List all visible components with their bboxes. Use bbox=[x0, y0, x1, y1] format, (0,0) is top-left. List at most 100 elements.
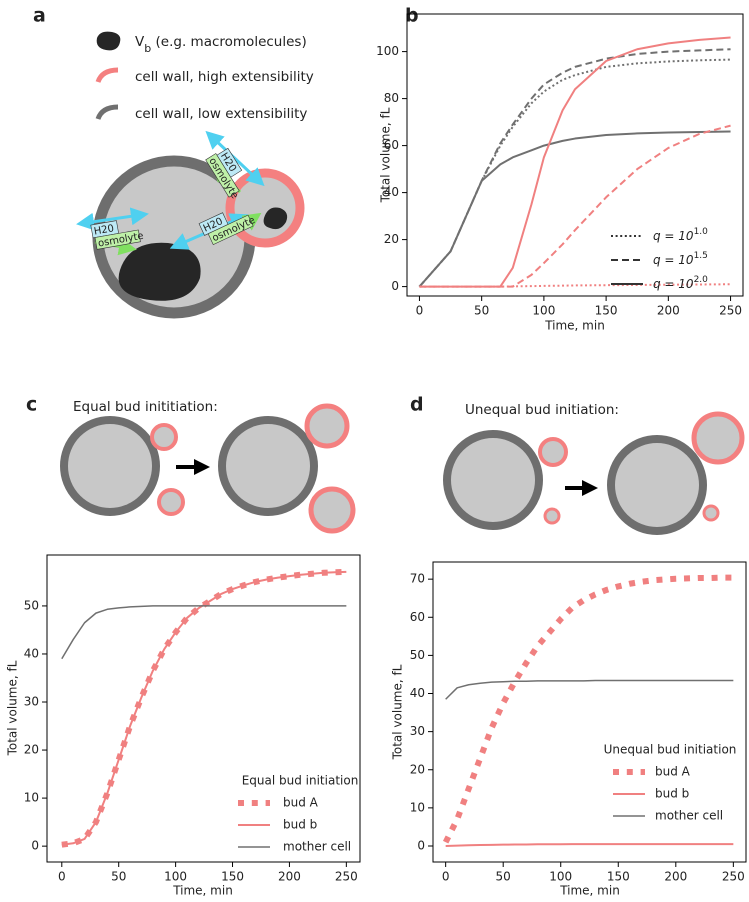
x-tick-label: 150 bbox=[221, 870, 244, 884]
water-arrow bbox=[76, 207, 149, 231]
legend-label: cell wall, high extensibility bbox=[135, 69, 314, 85]
legend-label: q = 101.0 bbox=[653, 227, 708, 243]
bud-cell bbox=[150, 423, 178, 451]
x-tick-label: 100 bbox=[532, 304, 555, 318]
y-tick-label: 40 bbox=[384, 185, 399, 199]
bud-cell bbox=[543, 507, 561, 525]
x-tick-label: 200 bbox=[278, 870, 301, 884]
y-tick-label: 20 bbox=[384, 232, 399, 246]
y-axis-label: Total volume, fL bbox=[6, 660, 20, 756]
y-tick-label: 30 bbox=[410, 724, 425, 738]
x-tick-label: 200 bbox=[664, 870, 687, 884]
legend-base: q = 10 bbox=[653, 229, 694, 243]
y-tick-label: 70 bbox=[410, 572, 425, 586]
data-line bbox=[61, 570, 347, 846]
legend-label: mother cell bbox=[283, 840, 351, 854]
legend-label: Vb (e.g. macromolecules) bbox=[135, 34, 307, 55]
legend-label: bud b bbox=[655, 787, 689, 801]
x-tick-label: 250 bbox=[335, 870, 358, 884]
bud-cell bbox=[702, 504, 720, 522]
bud-cell bbox=[538, 437, 568, 467]
data-line bbox=[442, 574, 734, 844]
y-tick-label: 10 bbox=[24, 791, 39, 805]
legend-label: mother cell bbox=[655, 809, 723, 823]
y-tick-label: 100 bbox=[376, 44, 399, 58]
y-tick-label: 60 bbox=[410, 610, 425, 624]
mother-cell bbox=[443, 430, 543, 530]
y-tick-label: 50 bbox=[410, 648, 425, 662]
x-axis-label: Time, min bbox=[172, 884, 233, 898]
plot-frame bbox=[432, 561, 747, 863]
y-tick-label: 0 bbox=[417, 838, 425, 852]
y-tick-label: 80 bbox=[384, 91, 399, 105]
macromolecules bbox=[263, 207, 288, 230]
caption: Equal bud inititiation: bbox=[73, 399, 218, 415]
mother-cell bbox=[218, 416, 318, 516]
panel-letter: b bbox=[405, 5, 419, 27]
y-tick-label: 10 bbox=[410, 800, 425, 814]
macromolecules bbox=[118, 242, 201, 301]
text: (e.g. macromolecules) bbox=[156, 34, 307, 50]
y-tick-label: 50 bbox=[24, 598, 39, 612]
y-tick-label: 0 bbox=[31, 839, 39, 853]
legend-title: Unequal bud initiation bbox=[604, 743, 737, 757]
legend-base: q = 10 bbox=[653, 253, 694, 267]
data-line bbox=[419, 124, 731, 288]
data-line bbox=[445, 843, 734, 847]
y-tick-label: 60 bbox=[384, 138, 399, 152]
x-tick-label: 100 bbox=[549, 870, 572, 884]
x-tick-label: 150 bbox=[607, 870, 630, 884]
bud-cell bbox=[157, 488, 185, 516]
x-tick-label: 0 bbox=[442, 870, 450, 884]
tag-box bbox=[94, 229, 141, 250]
bud-cell bbox=[225, 168, 305, 248]
x-tick-label: 0 bbox=[58, 870, 66, 884]
tag-box bbox=[205, 153, 240, 198]
water-arrow bbox=[205, 130, 265, 187]
plot-frame bbox=[46, 554, 361, 863]
subscript: b bbox=[144, 42, 151, 55]
water-label: H20 bbox=[93, 223, 115, 237]
legend-exponent: 1.5 bbox=[694, 251, 708, 261]
data-line bbox=[418, 130, 731, 288]
y-axis-label: Total volume, fL bbox=[379, 107, 393, 203]
y-tick-label: 20 bbox=[410, 762, 425, 776]
high-wall-icon bbox=[95, 67, 119, 83]
x-tick-label: 100 bbox=[164, 870, 187, 884]
legend-exponent: 2.0 bbox=[694, 275, 709, 285]
legend-label: q = 102.0 bbox=[653, 275, 708, 291]
y-axis-label: Total volume, fL bbox=[391, 664, 405, 760]
panel-letter: c bbox=[26, 394, 37, 416]
x-tick-label: 50 bbox=[111, 870, 126, 884]
tag-pair: H20 osmolyte bbox=[205, 147, 243, 201]
panel-letter: d bbox=[410, 394, 424, 416]
data-line bbox=[418, 58, 731, 288]
data-line bbox=[419, 36, 731, 288]
legend-base: q = 10 bbox=[653, 277, 694, 291]
legend-label: bud b bbox=[283, 818, 317, 832]
y-tick-label: 30 bbox=[24, 695, 39, 709]
mother-cell bbox=[607, 435, 707, 535]
legend-label: bud A bbox=[283, 796, 319, 810]
y-tick-label: 40 bbox=[24, 646, 39, 660]
panel-letter: a bbox=[33, 5, 46, 27]
x-axis-label: Time, min bbox=[544, 319, 605, 333]
macromolecule-icon bbox=[96, 31, 121, 51]
data-line bbox=[61, 605, 347, 660]
x-tick-label: 150 bbox=[595, 304, 618, 318]
y-tick-label: 0 bbox=[391, 279, 399, 293]
bud-cell bbox=[308, 486, 356, 534]
x-tick-label: 0 bbox=[416, 304, 424, 318]
x-tick-label: 200 bbox=[657, 304, 680, 318]
bud-cell bbox=[304, 403, 350, 449]
plot-frame bbox=[406, 13, 744, 297]
y-tick-label: 40 bbox=[410, 686, 425, 700]
x-axis-label: Time, min bbox=[559, 884, 620, 898]
x-tick-label: 250 bbox=[722, 870, 745, 884]
low-wall-icon bbox=[95, 104, 119, 120]
tag-box bbox=[207, 214, 254, 246]
x-tick-label: 250 bbox=[719, 304, 742, 318]
legend-title: Equal bud initiation bbox=[242, 774, 359, 788]
